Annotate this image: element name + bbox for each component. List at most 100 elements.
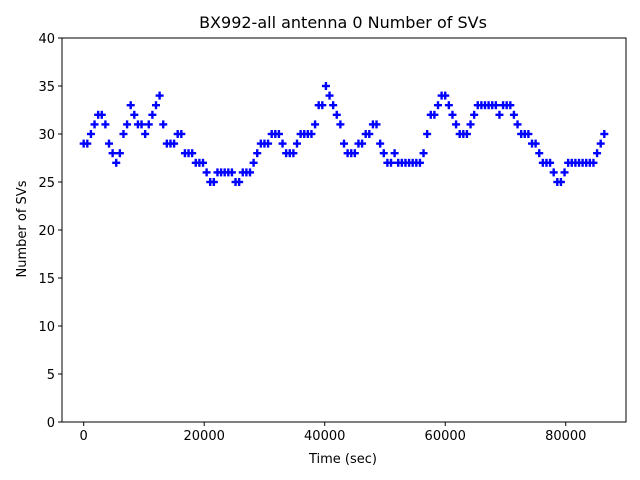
data-point [372, 120, 381, 129]
data-point [105, 139, 113, 148]
data-point [441, 91, 450, 100]
data-point [152, 101, 160, 110]
data-point [589, 158, 598, 167]
data-point [415, 158, 424, 167]
x-tick-label: 40000 [304, 429, 345, 444]
y-axis-label: Number of SVs [15, 180, 30, 277]
data-point [115, 149, 124, 158]
data-point [513, 120, 522, 129]
data-point [141, 130, 150, 138]
data-point [199, 158, 207, 167]
y-tick-label: 5 [47, 368, 55, 383]
y-tick-label: 30 [38, 128, 55, 143]
data-point [462, 130, 471, 138]
y-tick-label: 35 [38, 80, 55, 95]
data-point [549, 168, 558, 177]
data-point [387, 158, 395, 167]
x-tick-label: 60000 [425, 429, 466, 444]
x-tick-label: 20000 [184, 429, 225, 444]
data-point [535, 149, 544, 158]
data-point [170, 139, 179, 148]
data-point [332, 110, 341, 119]
data-point [340, 139, 348, 148]
data-point [531, 139, 540, 148]
data-point [249, 158, 258, 167]
data-point [593, 149, 602, 158]
data-point [148, 110, 157, 119]
data-point [329, 101, 338, 110]
chart-title: BX992-all antenna 0 Number of SVs [199, 13, 487, 32]
data-point [448, 110, 457, 119]
data-point [430, 110, 439, 119]
y-tick-label: 40 [38, 32, 55, 47]
data-point [434, 101, 442, 110]
data-point [159, 120, 168, 129]
data-point [358, 139, 367, 148]
data-point [419, 149, 428, 158]
y-tick-label: 15 [38, 272, 55, 287]
data-point [524, 130, 533, 138]
data-point [560, 168, 569, 177]
data-point [209, 178, 218, 186]
data-point [307, 130, 316, 138]
data-point [495, 110, 504, 119]
y-axis: 0 5 10 15 20 25 30 35 40 [38, 32, 62, 431]
data-point [112, 158, 121, 167]
data-point [491, 101, 500, 110]
data-point [466, 120, 475, 129]
data-point [318, 101, 327, 110]
data-point [509, 110, 518, 119]
data-point [546, 158, 555, 167]
data-point [90, 120, 99, 129]
data-point [130, 110, 139, 119]
data-point [177, 130, 186, 138]
y-tick-label: 10 [38, 320, 55, 335]
data-point [188, 149, 197, 158]
plot-area [61, 37, 627, 423]
data-point [350, 149, 359, 158]
data-point [264, 139, 273, 148]
data-point [596, 139, 605, 148]
x-axis-label: Time (sec) [308, 452, 377, 467]
data-point [119, 130, 128, 138]
data-point [278, 139, 287, 148]
data-point [556, 178, 565, 186]
data-point [108, 149, 117, 158]
data-point [506, 101, 515, 110]
plot-frame [61, 37, 627, 423]
x-tick-label: 0 [80, 429, 88, 444]
data-point [423, 130, 432, 138]
data-point [470, 110, 479, 119]
x-axis: 0 20000 40000 60000 80000 [80, 422, 586, 444]
data-point [123, 120, 132, 129]
data-point [311, 120, 320, 129]
data-point [336, 120, 345, 129]
data-point [83, 139, 92, 148]
data-point [137, 120, 146, 129]
data-point [376, 139, 385, 148]
y-tick-label: 20 [38, 224, 55, 239]
data-point [155, 91, 164, 100]
data-point [289, 149, 298, 158]
data-point [235, 178, 244, 186]
x-tick-label: 80000 [545, 429, 586, 444]
data-point [101, 120, 110, 129]
data-point [390, 149, 399, 158]
data-point [86, 130, 95, 138]
data-point [379, 149, 388, 158]
y-tick-label: 0 [47, 416, 55, 431]
data-point [202, 168, 211, 177]
data-point [253, 149, 262, 158]
data-point [325, 91, 334, 100]
data-point [97, 110, 106, 119]
data-point [126, 101, 135, 110]
data-point [321, 82, 330, 90]
data-point [246, 168, 254, 177]
data-point [144, 120, 153, 129]
data-point [600, 130, 609, 138]
y-tick-label: 25 [38, 176, 55, 191]
data-point [293, 139, 301, 148]
data-point [365, 130, 374, 138]
data-point [444, 101, 453, 110]
